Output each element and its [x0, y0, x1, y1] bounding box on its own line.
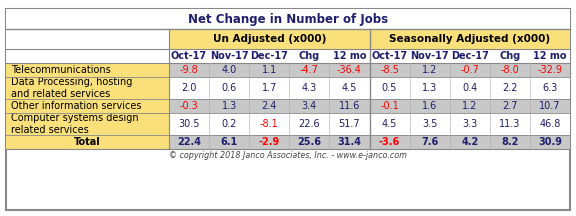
- Text: 4.0: 4.0: [222, 65, 237, 75]
- Text: 1.2: 1.2: [422, 65, 437, 75]
- Text: 1.2: 1.2: [462, 101, 478, 111]
- Bar: [410, 49, 450, 63]
- Bar: [169, 113, 570, 135]
- Text: -0.3: -0.3: [180, 101, 198, 111]
- Text: 12 mo: 12 mo: [533, 51, 567, 61]
- Text: 2.4: 2.4: [262, 101, 277, 111]
- Text: -3.6: -3.6: [379, 137, 400, 147]
- Text: 11.6: 11.6: [339, 101, 360, 111]
- Text: 30.5: 30.5: [179, 119, 200, 129]
- Text: Data Processing, hosting
and related services: Data Processing, hosting and related ser…: [11, 77, 132, 99]
- Text: 8.2: 8.2: [501, 137, 518, 147]
- Text: 46.8: 46.8: [539, 119, 560, 129]
- Text: © copyright 2018 Janco Associates, Inc. - www.e-janco.com: © copyright 2018 Janco Associates, Inc. …: [169, 151, 407, 160]
- Bar: [169, 99, 570, 113]
- Bar: [169, 135, 570, 149]
- Text: Computer systems design
related services: Computer systems design related services: [11, 113, 139, 135]
- Bar: [450, 49, 490, 63]
- Text: 11.3: 11.3: [499, 119, 521, 129]
- Bar: [6, 113, 169, 135]
- Text: 2.0: 2.0: [181, 83, 197, 93]
- Text: Other information services: Other information services: [11, 101, 142, 111]
- Text: Seasonally Adjusted (x000): Seasonally Adjusted (x000): [389, 34, 550, 44]
- Bar: [209, 49, 249, 63]
- Text: 31.4: 31.4: [338, 137, 362, 147]
- Text: -8.1: -8.1: [260, 119, 279, 129]
- Text: 0.4: 0.4: [462, 83, 478, 93]
- Text: Dec-17: Dec-17: [451, 51, 488, 61]
- Text: 6.3: 6.3: [543, 83, 558, 93]
- Text: 22.6: 22.6: [298, 119, 320, 129]
- Text: -0.7: -0.7: [460, 65, 479, 75]
- Bar: [249, 49, 289, 63]
- Text: -8.0: -8.0: [501, 65, 519, 75]
- Bar: [369, 29, 570, 49]
- Bar: [169, 77, 570, 99]
- Text: 30.9: 30.9: [538, 137, 562, 147]
- Text: 1.6: 1.6: [422, 101, 437, 111]
- Text: Oct-17: Oct-17: [171, 51, 207, 61]
- Text: 2.7: 2.7: [502, 101, 518, 111]
- Text: Dec-17: Dec-17: [251, 51, 288, 61]
- Bar: [169, 63, 570, 77]
- Bar: [6, 63, 169, 77]
- Text: 1.3: 1.3: [222, 101, 237, 111]
- Text: 51.7: 51.7: [339, 119, 360, 129]
- Text: -8.5: -8.5: [380, 65, 399, 75]
- Text: Net Change in Number of Jobs: Net Change in Number of Jobs: [188, 13, 388, 25]
- Text: 10.7: 10.7: [539, 101, 560, 111]
- Text: Telecommunications: Telecommunications: [11, 65, 111, 75]
- Text: 1.3: 1.3: [422, 83, 437, 93]
- Text: 4.3: 4.3: [302, 83, 317, 93]
- Text: 2.2: 2.2: [502, 83, 518, 93]
- Text: Nov-17: Nov-17: [410, 51, 449, 61]
- Text: Un Adjusted (x000): Un Adjusted (x000): [213, 34, 326, 44]
- Bar: [6, 49, 169, 63]
- Text: 0.5: 0.5: [382, 83, 397, 93]
- Text: -4.7: -4.7: [300, 65, 319, 75]
- Text: 0.2: 0.2: [221, 119, 237, 129]
- Text: 4.5: 4.5: [342, 83, 357, 93]
- Text: 25.6: 25.6: [297, 137, 321, 147]
- Bar: [6, 135, 169, 149]
- Text: 3.5: 3.5: [422, 119, 437, 129]
- Text: Chg: Chg: [299, 51, 320, 61]
- Text: 3.4: 3.4: [302, 101, 317, 111]
- Text: 0.6: 0.6: [222, 83, 237, 93]
- Bar: [6, 9, 570, 29]
- Text: 4.2: 4.2: [461, 137, 479, 147]
- Text: -32.9: -32.9: [537, 65, 562, 75]
- Bar: [289, 49, 329, 63]
- Bar: [6, 29, 169, 49]
- Text: Total: Total: [74, 137, 101, 147]
- Text: -36.4: -36.4: [337, 65, 362, 75]
- Text: 4.5: 4.5: [382, 119, 397, 129]
- Text: 1.7: 1.7: [262, 83, 277, 93]
- Bar: [6, 77, 169, 99]
- Text: -2.9: -2.9: [259, 137, 280, 147]
- Text: Oct-17: Oct-17: [372, 51, 408, 61]
- Bar: [169, 29, 369, 49]
- Bar: [369, 49, 410, 63]
- Text: 6.1: 6.1: [221, 137, 238, 147]
- Text: -9.8: -9.8: [180, 65, 198, 75]
- Text: Nov-17: Nov-17: [210, 51, 248, 61]
- Text: -0.1: -0.1: [380, 101, 399, 111]
- Bar: [6, 99, 169, 113]
- Text: Chg: Chg: [499, 51, 521, 61]
- Bar: [169, 49, 209, 63]
- Bar: [490, 49, 530, 63]
- Text: 12 mo: 12 mo: [333, 51, 366, 61]
- Text: 3.3: 3.3: [462, 119, 478, 129]
- Text: 22.4: 22.4: [177, 137, 201, 147]
- Text: 1.1: 1.1: [262, 65, 277, 75]
- Bar: [530, 49, 570, 63]
- Bar: [329, 49, 369, 63]
- Text: 7.6: 7.6: [421, 137, 438, 147]
